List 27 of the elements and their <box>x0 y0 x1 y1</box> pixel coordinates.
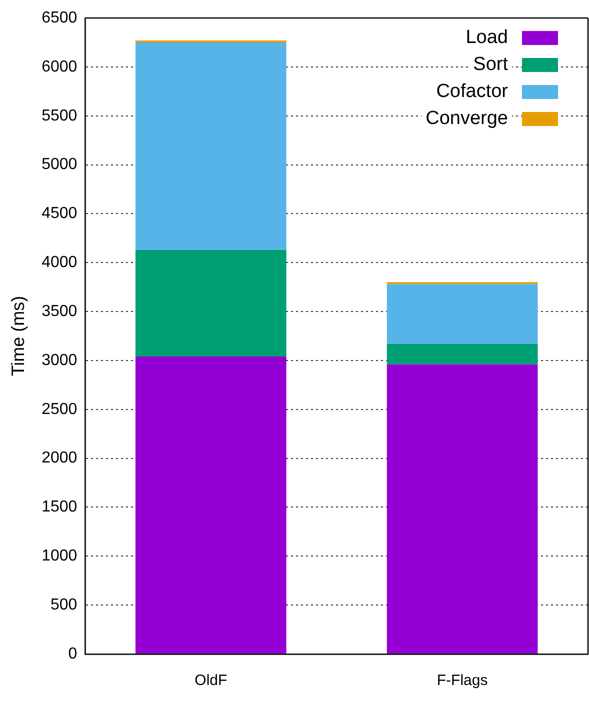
y-tick-label: 6000 <box>42 58 78 76</box>
bar <box>386 364 538 654</box>
y-axis-title: Time (ms) <box>8 296 28 376</box>
x-tick-label: F-Flags <box>436 672 488 690</box>
legend-label: Sort <box>473 54 509 76</box>
y-tick-label: 4000 <box>42 254 78 272</box>
y-tick-label: 4500 <box>42 205 78 222</box>
bar <box>386 344 538 364</box>
legend-label: Cofactor <box>436 81 509 102</box>
y-tick-label: 1000 <box>42 548 78 565</box>
y-tick-label: 2500 <box>42 400 78 418</box>
x-tick-label: OldF <box>194 672 228 690</box>
y-tick-label: 500 <box>50 596 78 614</box>
legend-label: Load <box>466 27 508 48</box>
bar <box>135 250 286 357</box>
y-tick-label: 6500 <box>42 9 78 26</box>
bar <box>135 356 286 654</box>
bar <box>135 42 286 250</box>
y-tick-label: 3500 <box>42 302 78 320</box>
y-tick-label: 2000 <box>42 450 78 467</box>
y-tick-label: 5000 <box>42 156 78 174</box>
y-tick-label: 1500 <box>42 498 78 516</box>
y-tick-label: 3000 <box>42 352 78 369</box>
legend-label: Converge <box>426 108 508 130</box>
y-tick-label: 5500 <box>42 107 78 124</box>
bar <box>386 284 538 344</box>
y-tick-label: 0 <box>68 645 78 662</box>
